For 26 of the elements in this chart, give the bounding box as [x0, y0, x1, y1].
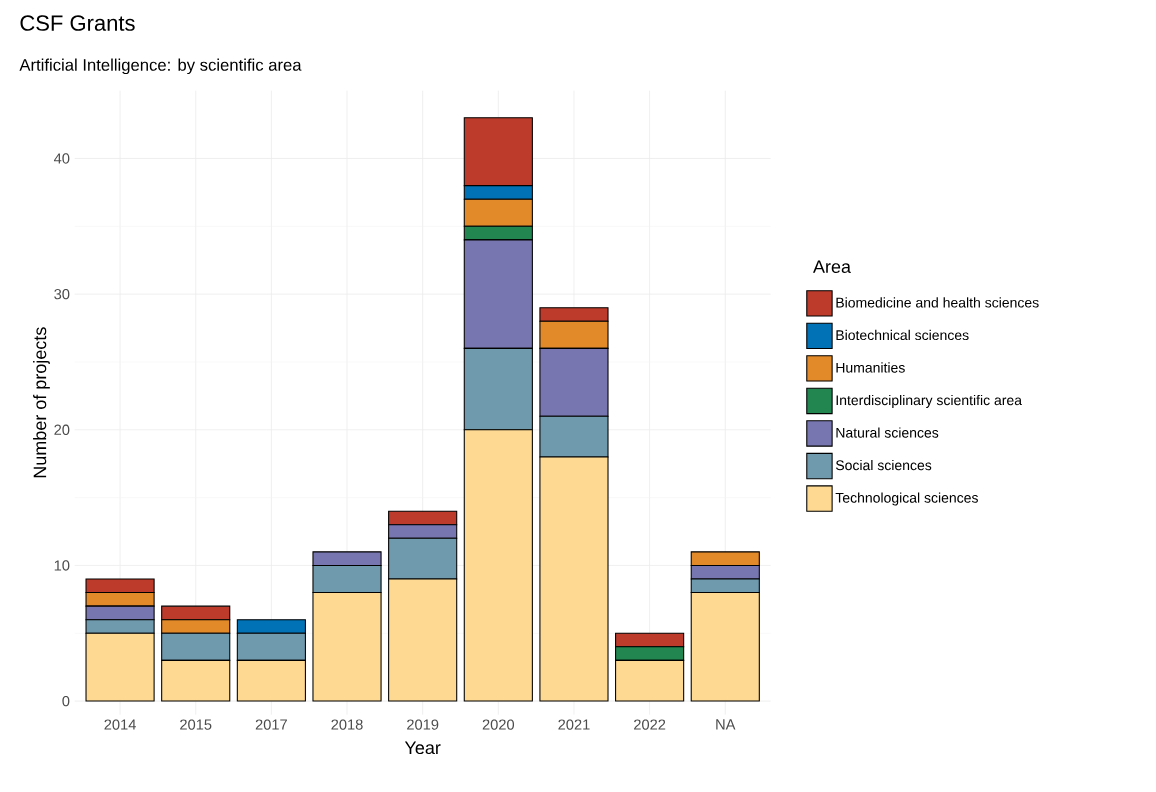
x-tick-label: 2022 [634, 719, 666, 730]
x-tick-label: 2014 [104, 719, 136, 730]
y-tick-label: 40 [53, 153, 70, 164]
x-tick-label: 2015 [180, 719, 212, 730]
chart-subtitle: Artificial Intelligence: by scientific area [19, 58, 302, 75]
y-axis-title: Number of projects [33, 327, 50, 478]
legend-label: Humanities [836, 362, 905, 373]
x-tick-label: 2020 [482, 719, 515, 730]
x-tick-label: 2017 [255, 719, 287, 730]
legend-label: Biomedicine and health sciences [836, 297, 1039, 308]
legend-label: Natural sciences [836, 427, 939, 438]
legend-title: Area [813, 260, 851, 274]
x-tick-label: 2021 [558, 719, 590, 730]
y-tick-label: 0 [62, 695, 70, 707]
x-tick-label: 2019 [407, 719, 439, 730]
x-tick-label: 2018 [331, 719, 363, 730]
legend-label: Technological sciences [835, 492, 978, 506]
x-axis-title: Year [404, 741, 441, 755]
y-tick-label: 10 [54, 560, 70, 571]
chart-title: CSF Grants [20, 15, 135, 31]
y-tick-label: 20 [54, 424, 70, 435]
x-tick-label: NA [716, 719, 736, 730]
legend-label: Biotechnical sciences [836, 329, 969, 341]
y-tick-label: 30 [54, 288, 70, 300]
legend-label: Interdisciplinary scientific area [836, 394, 1023, 408]
legend-label: Social sciences [835, 459, 932, 471]
